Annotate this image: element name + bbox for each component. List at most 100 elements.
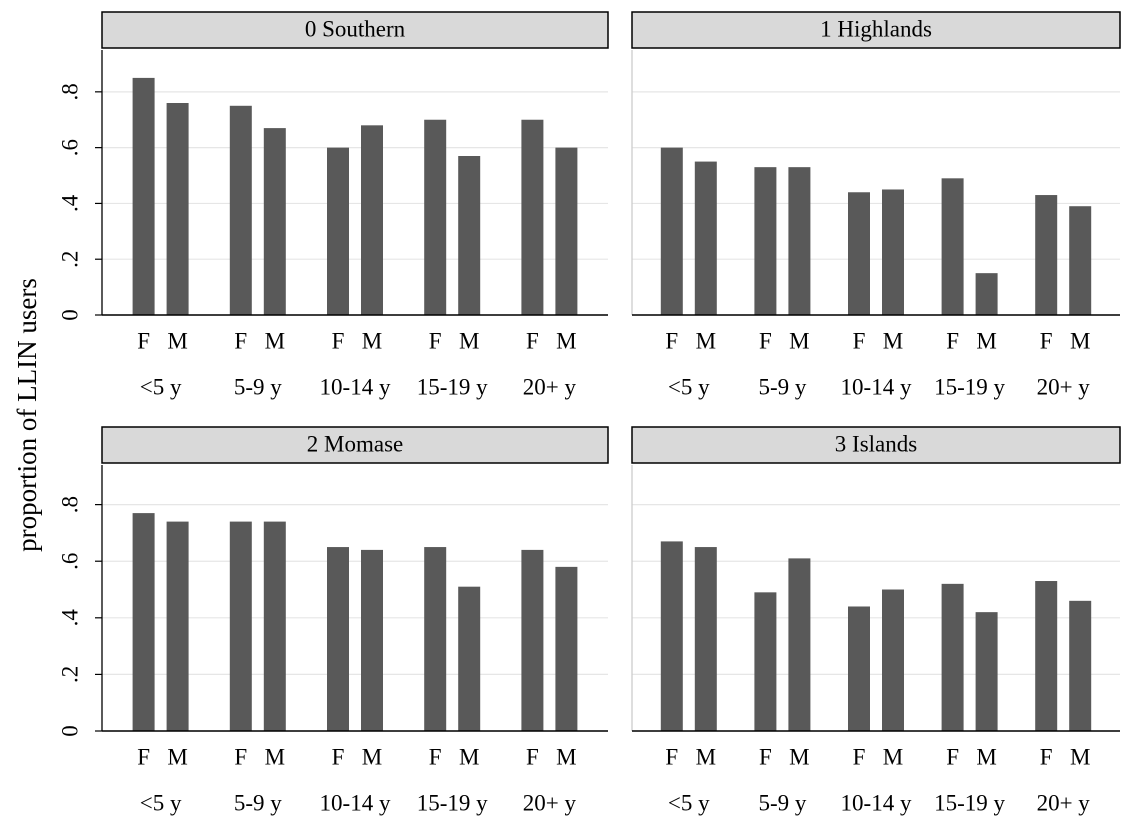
series-label: M <box>459 744 479 769</box>
series-label: M <box>696 328 716 353</box>
series-label: M <box>976 328 996 353</box>
bar <box>166 521 189 731</box>
series-label: M <box>265 744 285 769</box>
bar <box>424 547 447 731</box>
bar <box>361 125 383 315</box>
bar <box>694 161 717 315</box>
bar <box>132 77 155 315</box>
series-label: M <box>362 744 382 769</box>
bar <box>327 147 349 315</box>
bar <box>754 592 777 731</box>
bar <box>660 147 683 315</box>
series-label: F <box>332 744 345 769</box>
bar <box>521 119 544 315</box>
bar <box>975 273 998 315</box>
panel-title: 3 Islands <box>835 431 917 456</box>
panel-title: 1 Highlands <box>820 16 932 41</box>
bar <box>166 103 189 315</box>
x-tick-label: 15-19 y <box>417 374 488 399</box>
y-tick-label: .4 <box>57 194 82 212</box>
bar <box>941 583 964 731</box>
series-label: M <box>883 744 903 769</box>
x-tick-label: <5 y <box>668 374 710 399</box>
bar <box>132 513 155 731</box>
x-tick-label: 10-14 y <box>841 374 912 399</box>
series-label: F <box>137 744 150 769</box>
bar <box>327 547 349 731</box>
series-label: F <box>526 328 539 353</box>
series-label: M <box>789 328 809 353</box>
series-label: F <box>759 744 772 769</box>
y-tick-label: .6 <box>57 553 82 570</box>
x-tick-label: 20+ y <box>1037 374 1091 399</box>
series-label: F <box>1040 744 1053 769</box>
bar <box>788 167 811 315</box>
x-tick-label: <5 y <box>668 790 710 815</box>
bar <box>754 167 777 315</box>
series-label: F <box>234 744 247 769</box>
bar <box>660 541 683 731</box>
x-tick-label: <5 y <box>140 374 182 399</box>
series-label: M <box>265 328 285 353</box>
series-label: M <box>1070 744 1090 769</box>
bar <box>1035 195 1058 315</box>
x-tick-label: 20+ y <box>523 790 577 815</box>
bar <box>882 589 904 731</box>
series-label: F <box>759 328 772 353</box>
series-label: F <box>526 744 539 769</box>
bar <box>941 178 964 315</box>
series-label: F <box>665 744 678 769</box>
bar <box>263 521 286 731</box>
y-tick-label: 0 <box>57 309 82 321</box>
bar <box>555 566 578 731</box>
series-label: F <box>853 328 866 353</box>
series-label: M <box>1070 328 1090 353</box>
series-label: F <box>665 328 678 353</box>
bar <box>229 521 252 731</box>
panel-header <box>631 11 1121 49</box>
series-label: F <box>332 328 345 353</box>
y-axis-label: proportion of LLIN users <box>12 278 42 552</box>
x-tick-label: 15-19 y <box>417 790 488 815</box>
bar <box>848 606 870 731</box>
series-label: M <box>976 744 996 769</box>
x-tick-label: 5-9 y <box>234 790 282 815</box>
bar <box>975 612 998 731</box>
series-label: F <box>234 328 247 353</box>
x-tick-label: 20+ y <box>1037 790 1091 815</box>
x-tick-label: 10-14 y <box>841 790 912 815</box>
series-label: M <box>556 328 576 353</box>
series-label: F <box>429 328 442 353</box>
bar <box>694 547 717 731</box>
bar <box>882 189 904 315</box>
series-label: M <box>167 328 187 353</box>
bar <box>788 558 811 731</box>
bar <box>229 105 252 315</box>
bar <box>424 119 447 315</box>
bar <box>458 156 481 315</box>
y-tick-label: 0 <box>57 725 82 737</box>
series-label: F <box>1040 328 1053 353</box>
y-tick-label: .4 <box>57 609 82 627</box>
series-label: M <box>556 744 576 769</box>
x-tick-label: 15-19 y <box>934 374 1005 399</box>
x-tick-label: 5-9 y <box>234 374 282 399</box>
x-tick-label: 5-9 y <box>758 374 806 399</box>
series-label: M <box>362 328 382 353</box>
bar <box>1069 206 1092 315</box>
series-label: F <box>946 328 959 353</box>
panel-title: 2 Momase <box>307 431 403 456</box>
bar <box>848 192 870 315</box>
x-tick-label: 10-14 y <box>320 790 391 815</box>
bar <box>458 586 481 731</box>
series-label: M <box>167 744 187 769</box>
series-label: M <box>696 744 716 769</box>
series-label: F <box>946 744 959 769</box>
bar <box>1035 581 1058 731</box>
series-label: M <box>789 744 809 769</box>
panel-header <box>101 11 609 49</box>
panel-header <box>631 426 1121 464</box>
bar <box>1069 600 1092 731</box>
